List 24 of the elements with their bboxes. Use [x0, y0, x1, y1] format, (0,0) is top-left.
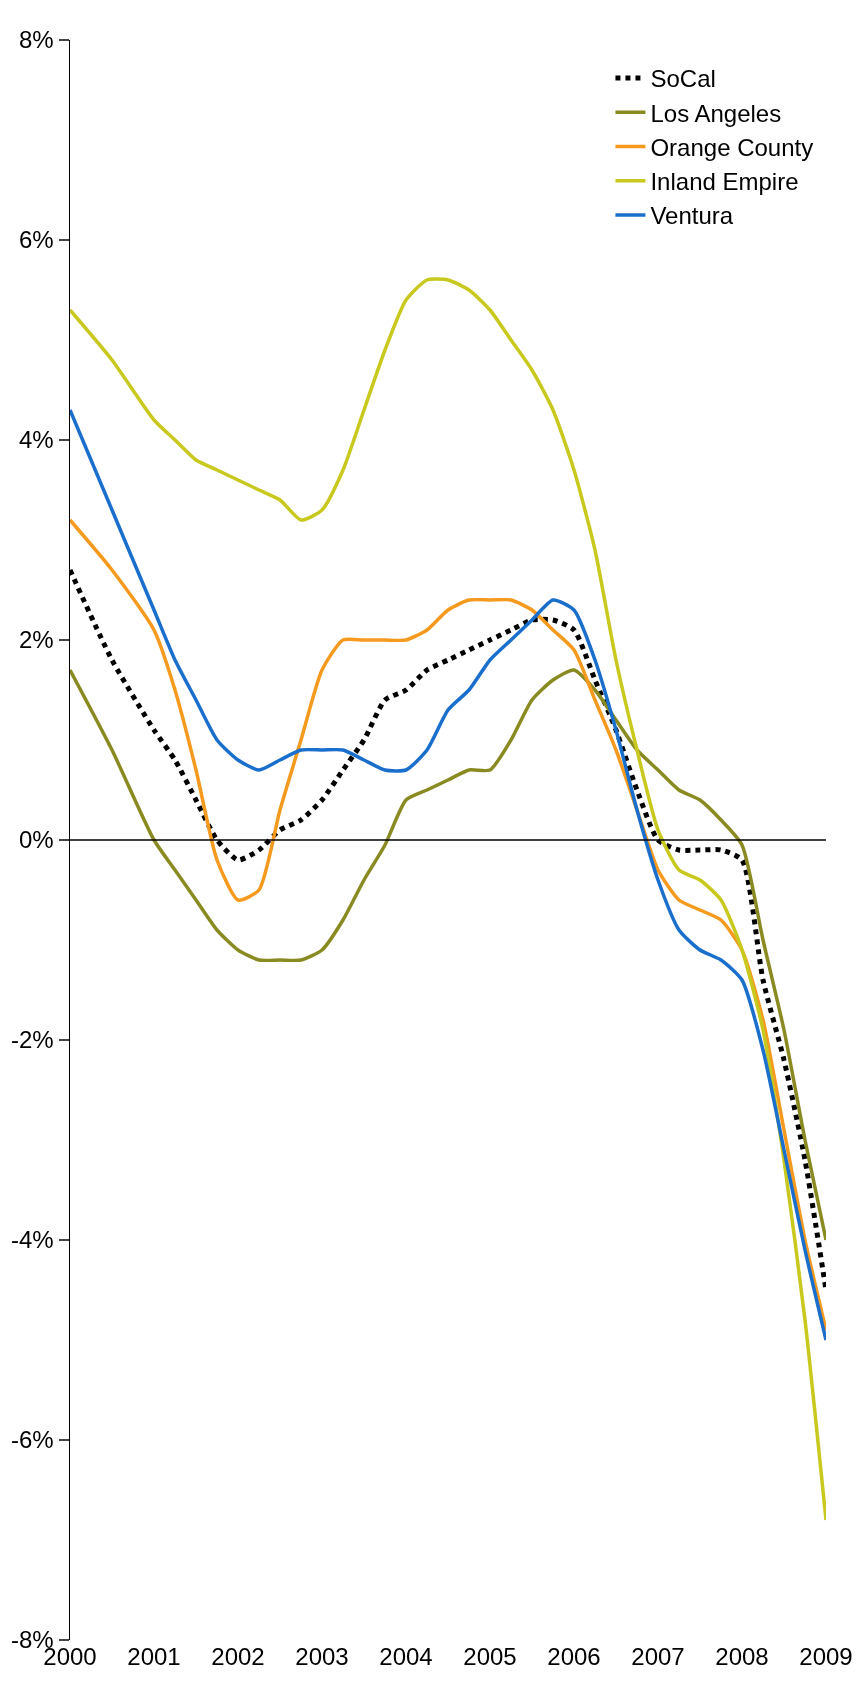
y-tick-label: 6% — [19, 226, 54, 254]
x-tick-label: 2008 — [715, 1643, 769, 1670]
y-tick-label: 2% — [19, 626, 54, 654]
y-tick-label: 0% — [19, 826, 54, 854]
x-tick-label: 2001 — [127, 1643, 181, 1670]
legend-label: Orange County — [650, 133, 814, 161]
legend-label: SoCal — [650, 65, 716, 93]
legend-label: Inland Empire — [650, 168, 799, 196]
x-tick-label: 2002 — [211, 1643, 265, 1670]
y-tick-label: -2% — [11, 1026, 54, 1054]
legend-label: Los Angeles — [650, 99, 782, 127]
y-tick-label: 4% — [19, 426, 54, 454]
x-tick-label: 2009 — [799, 1643, 853, 1670]
x-tick-label: 2005 — [463, 1643, 517, 1670]
x-tick-label: 2003 — [295, 1643, 349, 1670]
line-series — [70, 277, 826, 1522]
x-tick-label: 2004 — [379, 1643, 433, 1670]
x-tick-label: 2007 — [631, 1643, 685, 1670]
y-tick-label: 8% — [19, 26, 54, 54]
x-tick-label: 2006 — [547, 1643, 601, 1670]
y-tick-label: -4% — [11, 1226, 54, 1254]
line-series — [70, 668, 826, 1242]
y-tick-label: -6% — [11, 1426, 54, 1454]
legend-label: Ventura — [650, 202, 734, 230]
